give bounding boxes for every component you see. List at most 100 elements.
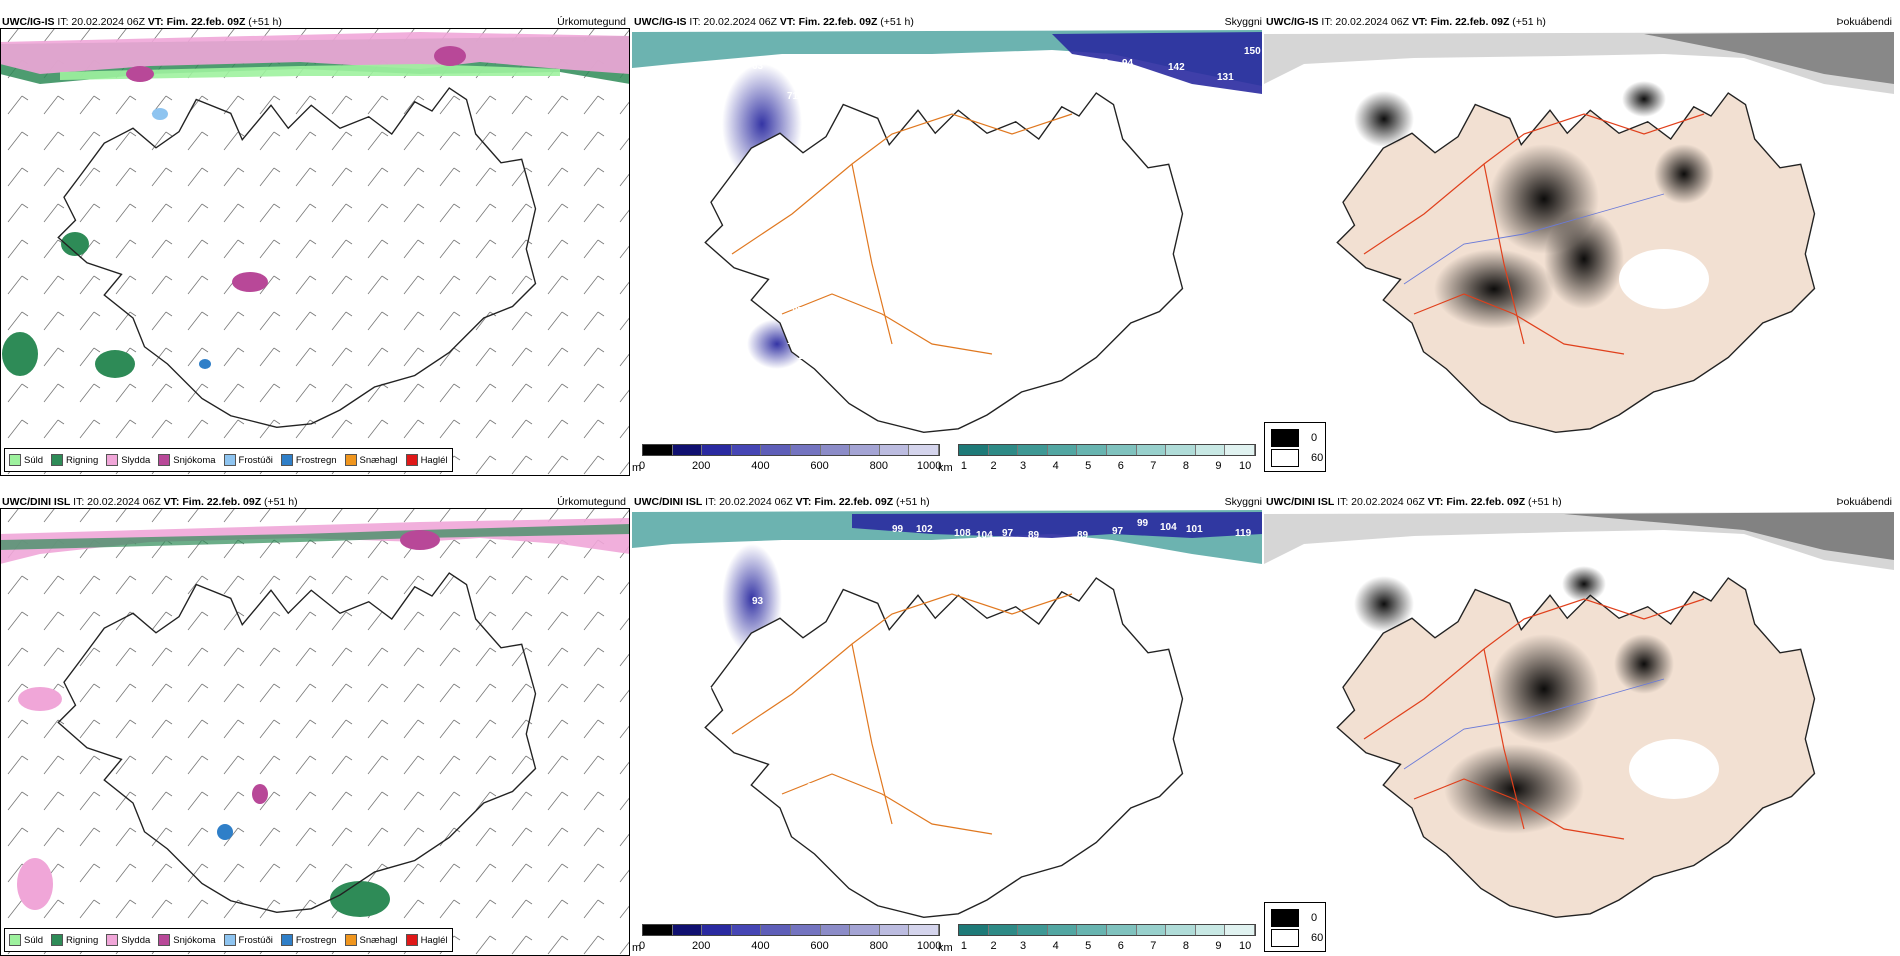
tick-label: 400 xyxy=(751,940,770,952)
tick-label: 7 xyxy=(1150,940,1157,952)
tick-label: 10 xyxy=(1238,460,1252,472)
precip-type-legend: Súld Rigning Slydda Snjókoma Frostúði Fr… xyxy=(4,928,453,952)
fog-legend-row: 0 xyxy=(1271,909,1317,927)
vis-label: 89 xyxy=(1077,530,1089,541)
tick-label: 8 xyxy=(1182,460,1189,472)
fog-index-panel-top: UWC/IG-IS IT: 20.02.2024 06Z VT: Fim. 22… xyxy=(1264,14,1900,476)
panel-title: Þokuábendi xyxy=(1836,16,1892,28)
tick-label: 9 xyxy=(1215,460,1222,472)
km-unit: km xyxy=(938,942,953,954)
fog-index-panel-bottom: UWC/DINI ISL IT: 20.02.2024 06Z VT: Fim.… xyxy=(1264,494,1900,956)
vis-label: 108 xyxy=(954,528,971,539)
legend-swatch xyxy=(51,934,64,946)
legend-item: Snjókoma xyxy=(158,454,216,466)
visibility-panel-top: UWC/IG-IS IT: 20.02.2024 06Z VT: Fim. 22… xyxy=(632,14,1262,476)
tick-label: 3 xyxy=(1020,940,1027,952)
visibility-panel-bottom: UWC/DINI ISL IT: 20.02.2024 06Z VT: Fim.… xyxy=(632,494,1262,956)
visibility-map: 99 102 108 104 97 89 89 97 99 104 101 11… xyxy=(632,510,1262,918)
vis-label: 70 xyxy=(802,118,814,129)
legend-swatch xyxy=(9,454,21,466)
vis-label: 87 xyxy=(792,306,804,317)
tick-label: 1 xyxy=(960,460,967,472)
tick-label: 2 xyxy=(990,460,997,472)
tick-label: 10 xyxy=(1238,940,1252,952)
vis-label: 92 xyxy=(807,782,819,793)
meter-unit: m xyxy=(632,942,642,954)
km-unit: km xyxy=(938,462,953,474)
vis-label: 143 xyxy=(1062,60,1079,71)
visibility-map: 63 71 70 93 13 129 87 115 102 110 109 14… xyxy=(632,30,1262,433)
fog-legend: 0 60 xyxy=(1264,902,1326,952)
meter-colorbar xyxy=(642,444,940,456)
tick-label: 600 xyxy=(810,940,829,952)
km-colorbar xyxy=(958,444,1256,456)
tick-label: 200 xyxy=(692,460,711,472)
tick-label: 6 xyxy=(1117,940,1124,952)
tick-label: 3 xyxy=(1020,460,1027,472)
vis-label: 119 xyxy=(1235,528,1252,539)
panel-title: Úrkomutegund xyxy=(557,16,626,28)
vis-label: 155 xyxy=(882,731,899,742)
tick-label: 1 xyxy=(960,940,967,952)
vis-label: 101 xyxy=(1186,524,1203,535)
vis-label: 75 xyxy=(807,758,819,769)
legend-swatch xyxy=(158,454,171,466)
vis-label: 131 xyxy=(892,711,909,722)
vis-label: 12 xyxy=(942,706,954,717)
fog-legend-row: 60 xyxy=(1271,929,1323,947)
tick-label: 800 xyxy=(869,460,888,472)
visibility-meter-scale: m 0 200 400 600 800 1000 xyxy=(632,442,944,476)
legend-swatch xyxy=(223,934,236,946)
fog-map xyxy=(1264,32,1894,433)
panel-header: UWC/IG-IS IT: 20.02.2024 06Z VT: Fim. 22… xyxy=(634,16,914,28)
legend-swatch xyxy=(344,934,357,946)
legend-item: Rigning xyxy=(51,934,98,946)
vis-label: 121 xyxy=(1002,666,1019,677)
legend-item: Frostregn xyxy=(280,454,337,466)
legend-item: Slydda xyxy=(106,454,150,466)
vis-label: 93 xyxy=(752,596,764,607)
legend-item: Frostúði xyxy=(223,454,273,466)
vis-label: 112 xyxy=(982,666,999,677)
precip-map xyxy=(0,508,630,956)
vis-label: 99 xyxy=(1122,72,1134,83)
legend-swatch xyxy=(344,454,357,466)
legend-item: Haglél xyxy=(405,454,448,466)
legend-swatch xyxy=(106,454,119,466)
tick-label: 400 xyxy=(751,460,770,472)
panel-title: Úrkomutegund xyxy=(557,496,626,508)
tick-label: 800 xyxy=(869,940,888,952)
vis-label: 93 xyxy=(767,146,779,157)
vis-label: 102 xyxy=(792,794,809,805)
vis-label: 110 xyxy=(797,351,814,362)
km-ticks: 1 2 3 4 5 6 7 8 9 10 xyxy=(958,460,1254,474)
tick-label: 0 xyxy=(638,940,646,952)
legend-swatch xyxy=(51,454,64,466)
legend-item: Súld xyxy=(9,454,43,466)
tick-label: 7 xyxy=(1150,460,1157,472)
legend-swatch xyxy=(9,934,21,946)
vis-label: 99 xyxy=(1137,518,1149,529)
meter-ticks: 0 200 400 600 800 1000 xyxy=(639,460,941,474)
vis-label: 97 xyxy=(1002,528,1014,539)
panel-header: UWC/DINI ISL IT: 20.02.2024 06Z VT: Fim.… xyxy=(634,496,930,508)
legend-item: Frostúði xyxy=(223,934,273,946)
meter-colorbar xyxy=(642,924,940,936)
legend-item: Slydda xyxy=(106,934,150,946)
visibility-meter-scale: m 0 200 400 600 800 1000 xyxy=(632,922,944,956)
tick-label: 5 xyxy=(1085,940,1092,952)
vis-label: 71 xyxy=(787,91,799,102)
fog-legend-row: 0 xyxy=(1271,429,1317,447)
vis-label: 150 xyxy=(1244,46,1261,57)
precip-type-panel-top: UWC/IG-IS IT: 20.02.2024 06Z VT: Fim. 22… xyxy=(0,14,630,476)
vis-label: 63 xyxy=(752,61,764,72)
legend-swatch xyxy=(405,454,418,466)
vis-label: 103 xyxy=(1092,58,1109,69)
vis-label: 142 xyxy=(962,794,979,805)
precip-type-legend: Súld Rigning Slydda Snjókoma Frostúði Fr… xyxy=(4,448,453,472)
vis-label: 13 xyxy=(797,186,809,197)
vis-label: 51 xyxy=(702,686,714,697)
vis-label: 102 xyxy=(916,524,933,535)
vis-label: 109 xyxy=(757,371,774,382)
tick-label: 4 xyxy=(1052,940,1059,952)
